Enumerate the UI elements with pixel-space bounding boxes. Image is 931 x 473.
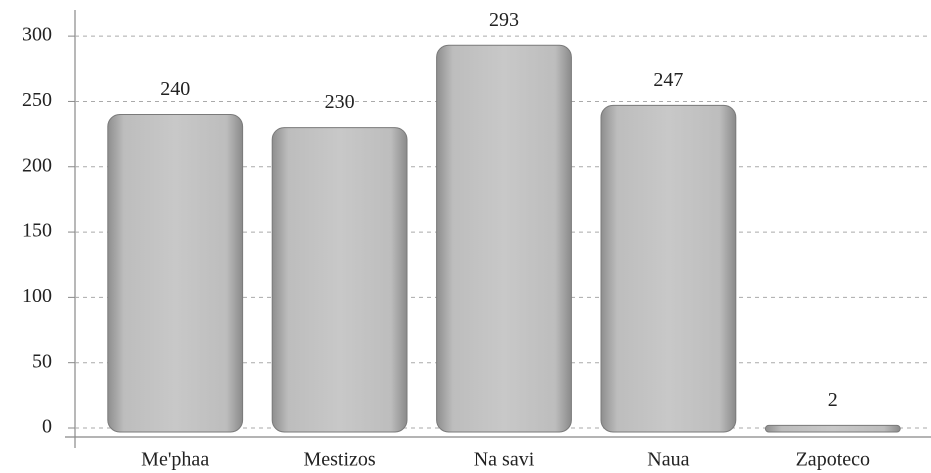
data-label: 230 <box>325 91 355 113</box>
y-tick-label: 50 <box>32 350 52 372</box>
data-label: 293 <box>489 9 519 31</box>
x-tick-label: Mestizos <box>303 449 375 471</box>
bar <box>436 44 572 433</box>
bar <box>271 127 408 433</box>
y-tick-label: 200 <box>22 154 52 176</box>
y-tick-label: 250 <box>22 89 52 111</box>
x-tick-label: Me'phaa <box>141 449 209 471</box>
x-tick-label: Naua <box>647 449 689 471</box>
bar <box>107 114 244 433</box>
y-tick-label: 0 <box>42 416 52 438</box>
x-tick-label: Zapoteco <box>796 449 870 471</box>
bar <box>764 424 901 433</box>
y-tick-label: 100 <box>22 285 52 307</box>
y-tick-label: 150 <box>22 220 52 242</box>
bar <box>600 104 737 433</box>
y-tick-label: 300 <box>22 24 52 46</box>
x-tick-label: Na savi <box>474 449 535 471</box>
data-label: 2 <box>828 389 838 411</box>
data-label: 247 <box>653 69 683 91</box>
data-label: 240 <box>160 78 190 100</box>
